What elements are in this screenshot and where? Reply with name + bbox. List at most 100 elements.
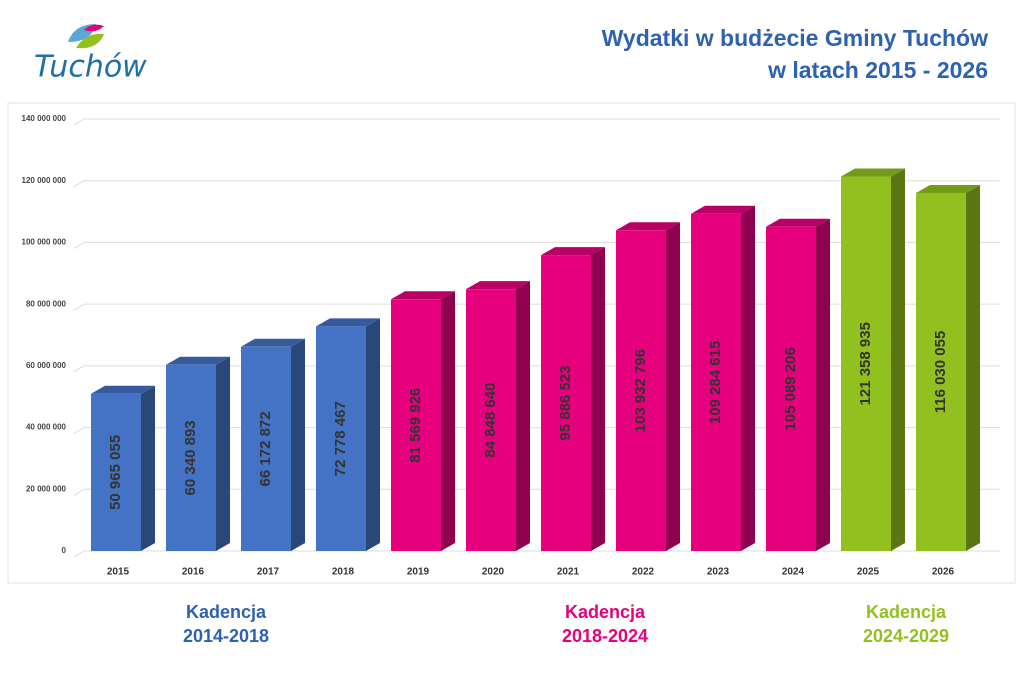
bar xyxy=(91,393,141,551)
bar-side xyxy=(216,356,230,551)
data-label: 103 932 796 xyxy=(632,349,649,432)
bar-group: 116 030 055 xyxy=(916,184,980,551)
bar xyxy=(841,176,891,551)
bar-side xyxy=(291,338,305,551)
bar-top xyxy=(916,184,980,193)
bar-top xyxy=(91,385,155,394)
logo-leaf xyxy=(84,24,104,32)
bar xyxy=(241,346,291,551)
data-label: 66 172 872 xyxy=(257,411,274,486)
grid-line xyxy=(73,365,85,373)
bar-side xyxy=(591,247,605,551)
bar xyxy=(691,213,741,551)
y-tick-label: 140 000 000 xyxy=(22,114,67,123)
bar xyxy=(916,192,966,551)
chart-title: Wydatki w budżecie Gminy Tuchów xyxy=(602,25,988,51)
bar-side xyxy=(666,222,680,551)
annotation: 2014-2018 xyxy=(183,626,269,646)
bar-side xyxy=(891,168,905,551)
x-tick-label: 2021 xyxy=(557,567,580,578)
x-tick-label: 2024 xyxy=(782,567,805,578)
grid-line xyxy=(73,427,85,435)
grid-line xyxy=(73,241,85,249)
logo-text: Tuchów xyxy=(34,50,147,85)
bar-group: 66 172 872 xyxy=(241,338,305,551)
bar-side xyxy=(366,318,380,551)
y-tick-label: 60 000 000 xyxy=(26,361,67,370)
data-label: 60 340 893 xyxy=(182,420,199,495)
y-tick-label: 80 000 000 xyxy=(26,299,67,308)
x-tick-label: 2023 xyxy=(707,567,730,578)
bar-group: 72 778 467 xyxy=(316,318,380,551)
bar-group: 81 569 926 xyxy=(391,291,455,551)
data-label: 50 965 055 xyxy=(107,435,124,510)
grid-line xyxy=(73,118,85,126)
bar-group: 95 886 523 xyxy=(541,247,605,551)
bar xyxy=(541,255,591,551)
x-tick-label: 2025 xyxy=(857,567,880,578)
x-tick-label: 2017 xyxy=(257,567,280,578)
grid-line xyxy=(73,303,85,311)
bar xyxy=(391,299,441,551)
bar xyxy=(166,364,216,551)
annotation: Kadencja xyxy=(866,602,947,622)
data-label: 109 284 615 xyxy=(707,341,724,424)
bar-top xyxy=(466,281,530,290)
x-tick-label: 2026 xyxy=(932,567,955,578)
x-tick-label: 2020 xyxy=(482,567,505,578)
bar-top xyxy=(766,218,830,227)
annotation: Kadencja xyxy=(565,602,646,622)
data-label: 105 089 206 xyxy=(782,347,799,430)
bar-top xyxy=(841,168,905,177)
x-tick-label: 2016 xyxy=(182,567,205,578)
bar-group: 109 284 615 xyxy=(691,205,755,551)
annotation: 2024-2029 xyxy=(863,626,949,646)
bar xyxy=(466,289,516,551)
data-label: 84 848 640 xyxy=(482,383,499,458)
logo: Tuchów xyxy=(34,24,147,85)
bar-side xyxy=(966,184,980,551)
bar-side xyxy=(816,218,830,551)
data-label: 121 358 935 xyxy=(857,322,874,405)
bar-top xyxy=(241,338,305,347)
bar-top xyxy=(166,356,230,365)
bar-top xyxy=(616,222,680,231)
y-tick-label: 40 000 000 xyxy=(26,423,67,432)
bar-side xyxy=(741,205,755,551)
bar-group: 50 965 055 xyxy=(91,385,155,551)
bar-group: 121 358 935 xyxy=(841,168,905,551)
logo-leaf xyxy=(76,33,104,49)
y-tick-label: 120 000 000 xyxy=(22,176,67,185)
bar-group: 84 848 640 xyxy=(466,281,530,551)
annotation: Kadencja xyxy=(186,602,267,622)
y-tick-label: 0 xyxy=(62,546,67,555)
grid-line xyxy=(73,180,85,188)
grid-line xyxy=(73,550,85,558)
data-label: 81 569 926 xyxy=(407,388,424,463)
annotation: 2018-2024 xyxy=(562,626,648,646)
bar-top xyxy=(691,205,755,214)
bar-group: 103 932 796 xyxy=(616,222,680,551)
bar xyxy=(766,226,816,551)
bar-group: 105 089 206 xyxy=(766,218,830,551)
bar-side xyxy=(141,385,155,551)
data-label: 72 778 467 xyxy=(332,401,349,476)
chart-title: w latach 2015 - 2026 xyxy=(767,57,988,83)
y-tick-label: 20 000 000 xyxy=(26,484,67,493)
x-tick-label: 2018 xyxy=(332,567,355,578)
x-tick-label: 2022 xyxy=(632,567,655,578)
grid-line xyxy=(73,488,85,496)
bar xyxy=(616,230,666,551)
data-label: 95 886 523 xyxy=(557,366,574,441)
bar-group: 60 340 893 xyxy=(166,356,230,551)
data-label: 116 030 055 xyxy=(932,331,949,414)
bar-side xyxy=(441,291,455,551)
bar-top xyxy=(391,291,455,300)
bar xyxy=(316,326,366,551)
x-tick-label: 2019 xyxy=(407,567,430,578)
bar-top xyxy=(316,318,380,327)
bar-side xyxy=(516,281,530,551)
bar-top xyxy=(541,247,605,256)
x-tick-label: 2015 xyxy=(107,567,130,578)
